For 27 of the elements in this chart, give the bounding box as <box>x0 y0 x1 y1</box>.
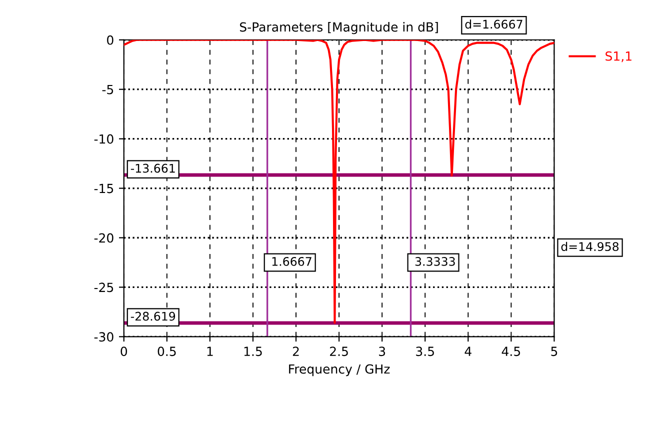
x-tick-label: 3 <box>379 346 386 356</box>
ref-line-label: 1.6667 <box>272 256 312 266</box>
x-axis-title: Frequency / GHz <box>289 364 390 376</box>
x-tick-label: 1 <box>207 346 213 356</box>
ref-line-label: 3.3333 <box>415 256 455 266</box>
x-tick-label: 0.5 <box>158 346 176 356</box>
text: d=1.6667 <box>465 20 522 29</box>
x-tick-label: 4 <box>464 346 472 356</box>
y-tick-label: -10 <box>94 134 114 144</box>
ref-line-label: -13.661 <box>130 164 175 173</box>
chart-title: S-Parameters [Magnitude in dB] <box>240 22 438 34</box>
y-tick-label: -25 <box>94 282 114 292</box>
y-tick-label: -5 <box>102 84 114 94</box>
x-tick-label: 0 <box>120 346 128 356</box>
x-tick-label: 4.5 <box>502 346 520 356</box>
y-tick-label: -15 <box>94 184 114 194</box>
ref-line-label: -28.619 <box>130 312 176 321</box>
x-tick-label: 2.5 <box>330 346 348 356</box>
x-tick-label: 2 <box>292 346 299 356</box>
legend-label: S1,1 <box>606 51 632 62</box>
y-tick-label: -20 <box>94 233 114 243</box>
x-tick-label: 5 <box>551 346 558 356</box>
x-tick-label: 1.5 <box>244 346 262 356</box>
y-tick-label: 0 <box>107 35 114 45</box>
x-tick-label: 3.5 <box>416 346 434 356</box>
y-tick-label: -30 <box>94 332 114 342</box>
text: d=14.958 <box>561 242 619 252</box>
